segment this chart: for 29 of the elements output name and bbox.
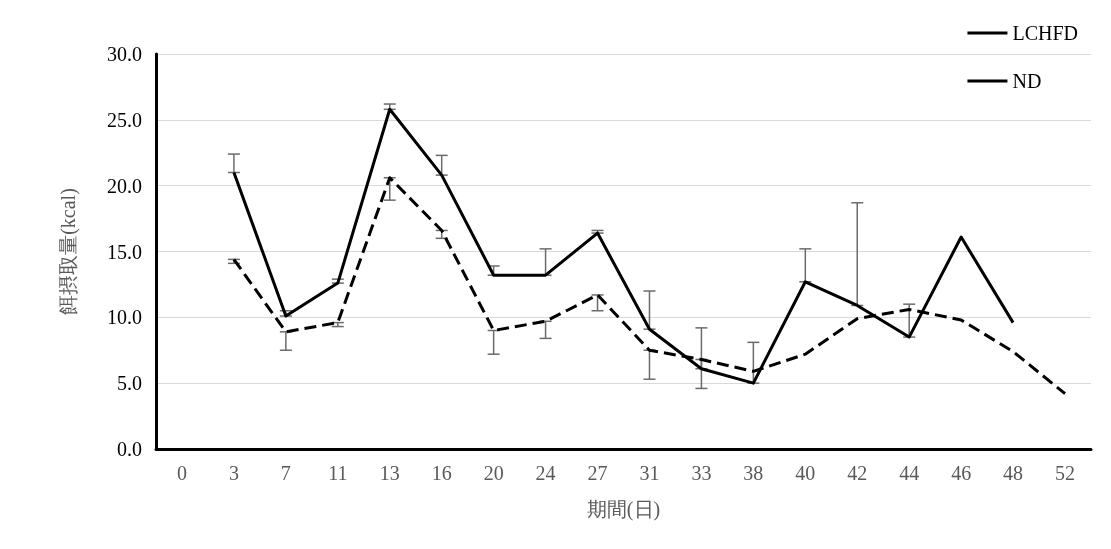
legend-label: ND [1012,70,1042,92]
x-axis-title: 期間(日) [586,498,661,521]
x-tick-label: 40 [795,462,816,484]
y-tick-label: 10.0 [107,306,142,329]
x-tick-label: 31 [639,462,660,484]
x-tick-label: 46 [951,462,972,484]
y-tick-label: 15.0 [107,240,142,263]
x-tick-label: 16 [431,462,452,484]
x-tick-label: 33 [691,462,712,484]
legend-label: LCHFD [1012,22,1079,44]
x-tick-label: 20 [483,462,504,484]
x-tick-label: 38 [743,462,764,484]
y-tick-label: 30.0 [107,43,142,65]
x-tick-label: 3 [228,462,239,484]
x-tick-label: 0 [176,462,187,484]
y-axis-title: 餌摂取量(kcal) [57,188,80,315]
x-tick-label: 11 [328,462,348,484]
y-tick-label: 0.0 [117,438,142,460]
x-tick-label: 52 [1055,462,1076,484]
y-tick-label: 25.0 [107,108,142,131]
x-tick-label: 24 [535,462,556,484]
x-tick-label: 7 [280,462,291,484]
x-tick-label: 42 [847,462,868,484]
x-tick-label: 44 [899,462,920,484]
x-tick-label: 48 [1003,462,1024,484]
x-tick-label: 13 [379,462,400,484]
y-tick-label: 20.0 [107,174,142,197]
x-tick-label: 27 [587,462,608,484]
y-tick-label: 5.0 [117,372,142,395]
